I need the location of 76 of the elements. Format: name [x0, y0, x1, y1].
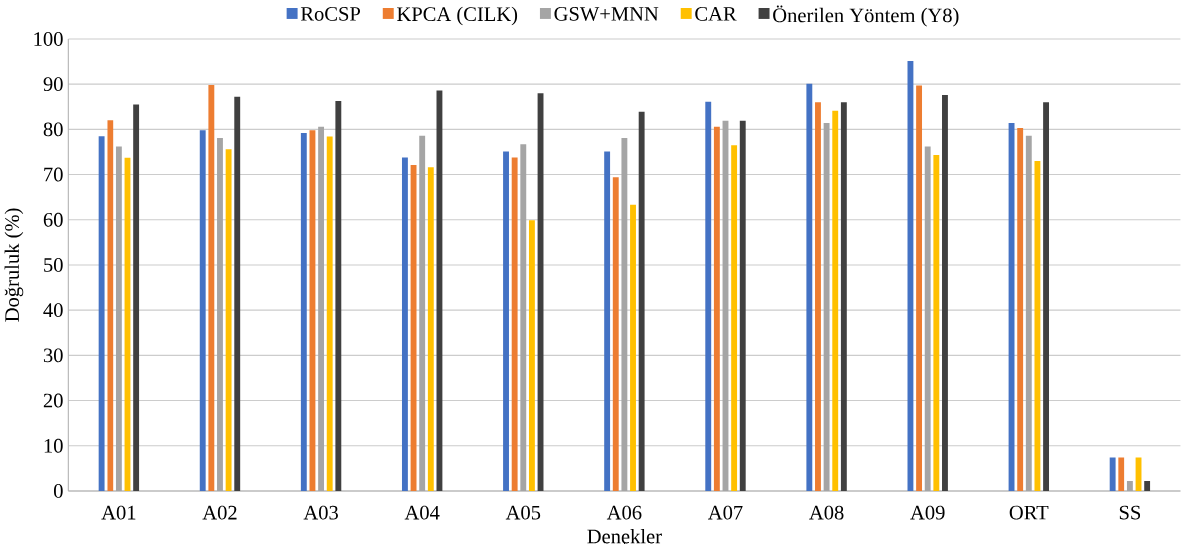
y-tick-label: 0	[53, 484, 63, 498]
bar	[427, 167, 434, 491]
bar	[217, 137, 223, 491]
x-tick-label: ORT	[1009, 505, 1049, 520]
x-tick-label: A01	[101, 505, 136, 520]
bar	[815, 102, 821, 491]
bar	[832, 110, 839, 491]
x-tick-label: A08	[809, 505, 844, 520]
y-tick-label: 20	[43, 393, 63, 408]
y-tick-label: 60	[43, 212, 63, 227]
y-tick-label: 70	[44, 167, 63, 182]
x-tick-label: A09	[910, 505, 945, 520]
bar	[604, 151, 611, 491]
bar	[98, 136, 105, 491]
bar	[713, 126, 720, 491]
bar	[1017, 128, 1024, 491]
bar	[503, 151, 509, 491]
bar	[528, 220, 535, 491]
y-tick-label: 50	[44, 258, 63, 272]
legend-label: KPCA (CILK)	[397, 6, 518, 26]
bar	[300, 132, 307, 491]
bar	[806, 83, 813, 491]
bar	[1109, 457, 1116, 491]
bar	[621, 137, 628, 491]
x-tick-label: A06	[606, 505, 642, 520]
legend-label: GSW+MNN	[554, 7, 659, 21]
bar	[133, 104, 140, 491]
bar	[638, 111, 645, 491]
bar	[942, 95, 948, 491]
bar	[1118, 457, 1125, 491]
x-tick-label: A05	[505, 505, 541, 520]
bar	[115, 146, 122, 491]
y-tick-label: 80	[43, 122, 63, 137]
bar	[199, 130, 206, 491]
bar	[612, 177, 619, 491]
y-tick-label: 90	[43, 77, 63, 92]
y-tick-label: 10	[44, 438, 63, 453]
bar	[318, 126, 325, 491]
bar	[924, 146, 931, 491]
bar	[739, 120, 746, 491]
legend-label: CAR	[695, 7, 737, 21]
bar	[1043, 102, 1050, 491]
bar	[840, 102, 847, 491]
bar	[419, 135, 426, 491]
bar	[823, 123, 830, 491]
legend-label: RoCSP	[300, 7, 361, 21]
bar	[731, 145, 738, 491]
bar	[326, 136, 333, 491]
legend-label: Önerilen Yöntem (Y8)	[773, 5, 959, 27]
bar	[916, 85, 923, 491]
y-tick-label: 100	[34, 32, 63, 46]
bar	[933, 155, 940, 491]
x-tick-label: A04	[404, 505, 440, 520]
y-tick-label: 30	[43, 348, 63, 363]
bar	[335, 100, 342, 491]
bar	[705, 101, 712, 491]
x-tick-label: SS	[1119, 505, 1141, 520]
bar	[410, 165, 417, 491]
bar	[1126, 481, 1133, 491]
x-axis-title: Denekler	[587, 529, 662, 544]
x-tick-label: A03	[303, 505, 338, 520]
y-axis-title: Doğruluk (%)	[4, 208, 24, 322]
x-tick-label: A07	[708, 505, 743, 520]
bar	[401, 157, 408, 491]
bar	[1144, 481, 1151, 491]
bar	[1034, 161, 1041, 491]
bar	[225, 149, 232, 491]
x-tick-label: A02	[202, 505, 237, 520]
bar	[436, 90, 443, 491]
bar	[234, 96, 241, 491]
bar	[1025, 135, 1032, 491]
bar	[511, 157, 518, 491]
y-tick-label: 40	[43, 303, 63, 318]
bar	[630, 204, 636, 491]
bar	[520, 144, 527, 491]
bar	[208, 85, 215, 491]
